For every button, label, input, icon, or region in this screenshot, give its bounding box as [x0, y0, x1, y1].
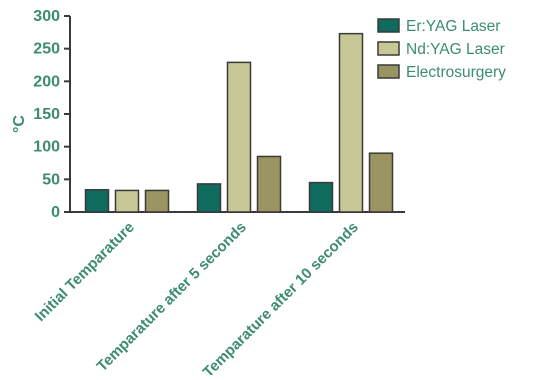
- bar-electrosurgery-2: [368, 152, 394, 213]
- y-tick-label: 250: [33, 41, 60, 58]
- bar-er-yag-laser-1: [196, 183, 222, 213]
- y-tick-label: 100: [33, 139, 60, 156]
- y-tick-label: 300: [33, 8, 60, 25]
- legend-label: Er:YAG Laser: [406, 18, 500, 35]
- y-tick-label: 150: [33, 106, 60, 123]
- legend-label: Nd:YAG Laser: [406, 41, 505, 58]
- bar-electrosurgery-1: [256, 155, 282, 213]
- y-tick-label: 200: [33, 73, 60, 90]
- legend-swatch: [377, 64, 400, 79]
- bar-er-yag-laser-2: [308, 181, 334, 213]
- legend-label: Electrosurgery: [406, 64, 506, 81]
- bars: [84, 32, 394, 213]
- bar-nd-yag-laser-2: [338, 32, 364, 213]
- y-axis-title: °C: [11, 115, 28, 133]
- legend-swatch: [377, 18, 400, 33]
- y-tick-label: 0: [51, 204, 60, 221]
- legend-swatch: [377, 41, 400, 56]
- bar-nd-yag-laser-1: [226, 61, 252, 213]
- bar-er-yag-laser-0: [84, 189, 110, 213]
- bar-nd-yag-laser-0: [114, 189, 140, 213]
- bar-electrosurgery-0: [144, 189, 170, 213]
- legend: Er:YAG Laser Nd:YAG Laser Electrosurgery: [377, 18, 506, 81]
- y-tick-labels: 0 50 100 150 200 250 300: [33, 8, 60, 221]
- y-tick-label: 50: [42, 171, 60, 188]
- category-label: Initial Temparature: [32, 219, 138, 325]
